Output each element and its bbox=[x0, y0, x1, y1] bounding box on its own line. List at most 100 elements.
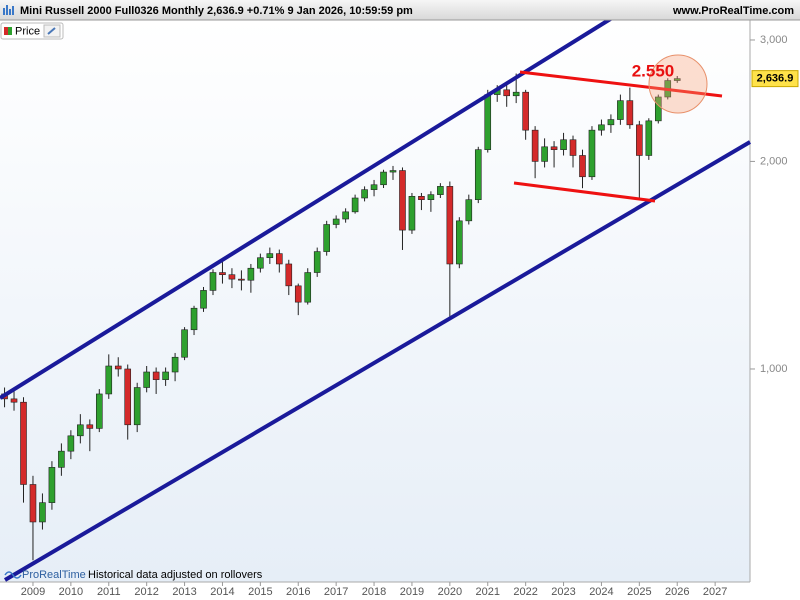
candle-body bbox=[285, 263, 293, 287]
y-tick-label: 3,000 bbox=[760, 34, 788, 46]
x-tick-label: 2024 bbox=[589, 586, 613, 598]
candle-body bbox=[152, 371, 160, 380]
candle-body bbox=[20, 401, 27, 485]
candle-body bbox=[95, 393, 103, 429]
candle-body bbox=[503, 89, 510, 97]
candle-body bbox=[380, 171, 387, 186]
candle-body bbox=[361, 189, 368, 199]
header-bar bbox=[0, 0, 800, 20]
candle-body bbox=[588, 129, 596, 178]
candle-body bbox=[114, 365, 122, 370]
x-tick-label: 2013 bbox=[172, 586, 196, 598]
candle-body bbox=[228, 274, 236, 280]
y-tick-label: 2,000 bbox=[760, 155, 788, 167]
candle-body bbox=[617, 100, 624, 120]
candle-body bbox=[162, 371, 169, 380]
candle-body bbox=[200, 290, 207, 309]
x-tick-label: 2012 bbox=[134, 586, 158, 598]
candle-body bbox=[399, 170, 406, 231]
candle-body bbox=[654, 96, 662, 122]
upper-wedge-line bbox=[519, 70, 723, 98]
candle-body bbox=[427, 194, 435, 200]
x-tick-label: 2014 bbox=[210, 586, 234, 598]
x-axis-area bbox=[0, 582, 750, 600]
candle-body bbox=[190, 307, 198, 331]
x-tick-label: 2018 bbox=[362, 586, 386, 598]
candle-body bbox=[10, 398, 18, 403]
candle-body bbox=[351, 197, 359, 213]
candle-body bbox=[304, 272, 312, 303]
candle-body bbox=[389, 170, 397, 173]
x-tick-label: 2027 bbox=[703, 586, 727, 598]
annotation: 2.550 bbox=[632, 61, 675, 80]
candle-body bbox=[124, 368, 132, 426]
candle-body bbox=[418, 196, 425, 200]
candle-body bbox=[607, 119, 615, 126]
candle-body bbox=[266, 253, 274, 259]
x-tick-label: 2023 bbox=[551, 586, 575, 598]
candle-body bbox=[323, 224, 330, 252]
last-price-box bbox=[751, 70, 799, 88]
legend-swatch-down bbox=[4, 27, 8, 35]
candle-body bbox=[294, 285, 302, 303]
candle-body bbox=[77, 424, 84, 437]
candle-body bbox=[484, 94, 492, 150]
x-tick-label: 2011 bbox=[97, 586, 121, 598]
candle-body bbox=[673, 78, 681, 81]
candle-body bbox=[645, 120, 653, 156]
x-tick-label: 2021 bbox=[476, 586, 500, 598]
candle-body bbox=[313, 251, 321, 273]
x-tick-label: 2010 bbox=[59, 586, 83, 598]
chart-title: Mini Russell 2000 Full0326 Monthly 2,636… bbox=[20, 5, 413, 17]
x-tick-label: 2017 bbox=[324, 586, 348, 598]
candle-body bbox=[541, 146, 548, 162]
x-tick-label: 2026 bbox=[665, 586, 689, 598]
candle-body bbox=[560, 139, 567, 150]
candle-body bbox=[512, 91, 520, 97]
candle-body bbox=[67, 435, 75, 452]
last-price-label: 2,636.9 bbox=[757, 73, 794, 85]
candle-body bbox=[171, 356, 179, 373]
x-tick-label: 2019 bbox=[400, 586, 424, 598]
x-tick-label: 2025 bbox=[627, 586, 651, 598]
y-tick-label: 1,000 bbox=[760, 363, 788, 375]
plot-area bbox=[0, 20, 750, 582]
candle-body bbox=[29, 484, 37, 523]
candle-body bbox=[636, 124, 643, 156]
candle-body bbox=[446, 186, 454, 265]
x-tick-label: 2009 bbox=[21, 586, 45, 598]
highlight-circle bbox=[648, 54, 708, 114]
legend-label: Price bbox=[15, 25, 40, 37]
candle-body bbox=[522, 91, 529, 131]
candle-body bbox=[465, 199, 473, 222]
candle-body bbox=[626, 100, 634, 126]
candles bbox=[1, 73, 681, 561]
candle-body bbox=[598, 124, 605, 131]
x-tick-label: 2016 bbox=[286, 586, 310, 598]
candle-body bbox=[181, 329, 188, 358]
candle-body bbox=[531, 129, 539, 162]
candle-body bbox=[342, 211, 349, 220]
candle-body bbox=[86, 424, 94, 429]
legend-swatch-up bbox=[8, 27, 12, 35]
x-tick-label: 2020 bbox=[438, 586, 462, 598]
candle-body bbox=[437, 186, 444, 195]
candle-body bbox=[58, 450, 65, 468]
candle-body bbox=[550, 146, 558, 150]
candle-body bbox=[39, 502, 46, 523]
y-axis-area bbox=[750, 20, 800, 600]
upper-channel-line bbox=[0, 16, 614, 400]
footnote: Historical data adjusted on rollovers bbox=[88, 569, 263, 581]
candle-body bbox=[332, 218, 340, 225]
candle-body bbox=[257, 257, 264, 269]
candle-body bbox=[219, 272, 226, 276]
candle-body bbox=[48, 467, 56, 503]
wrench-icon bbox=[47, 27, 56, 35]
lower-wedge-line bbox=[513, 181, 656, 203]
candle-body bbox=[209, 272, 217, 291]
lower-channel-line bbox=[3, 140, 752, 582]
candle-body bbox=[569, 139, 577, 156]
app-icon bbox=[3, 5, 14, 15]
